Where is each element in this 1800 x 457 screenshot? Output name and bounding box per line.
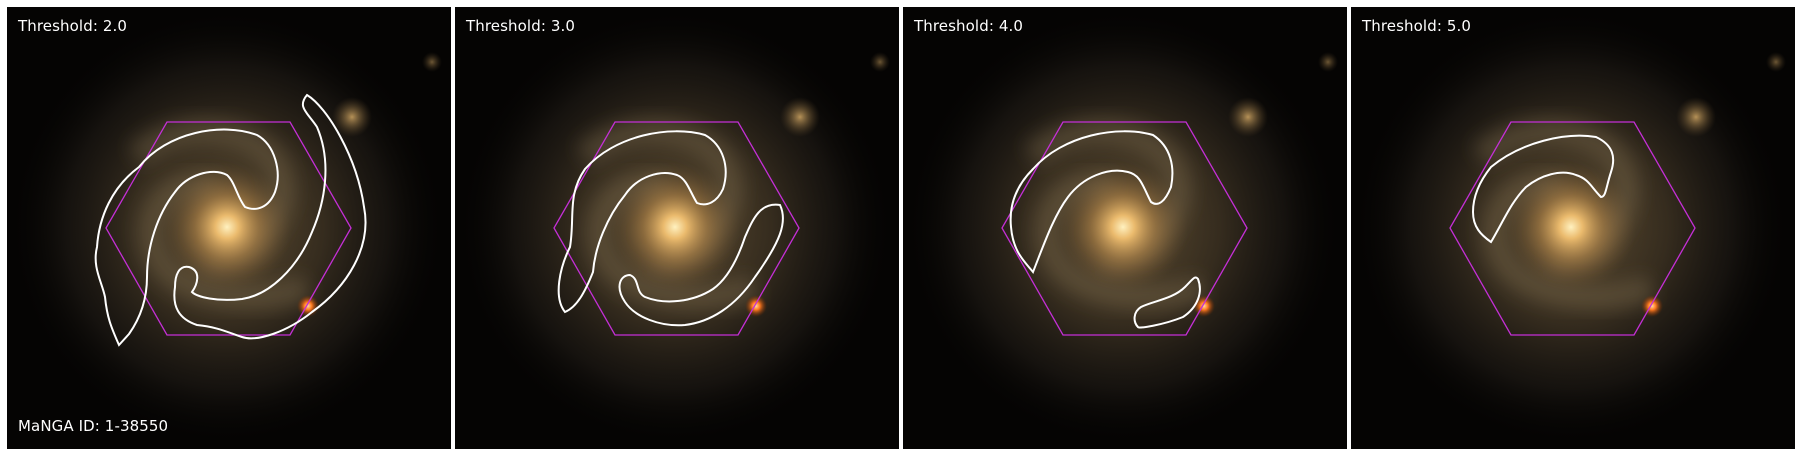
threshold-label: Threshold: 4.0	[914, 17, 1023, 35]
threshold-label: Threshold: 2.0	[18, 17, 127, 35]
galaxy-image	[7, 7, 451, 449]
spiral-arm-contour	[173, 93, 367, 340]
spiral-arm-contour	[618, 203, 784, 327]
ifu-hexagon	[1001, 121, 1248, 336]
galaxy-panel-threshold-5: Threshold: 5.0	[1351, 7, 1795, 449]
threshold-label: Threshold: 5.0	[1362, 17, 1471, 35]
galaxy-image	[455, 7, 899, 449]
ifu-hexagon	[1449, 121, 1696, 336]
spiral-arm-contour	[94, 128, 279, 347]
galaxy-image	[1351, 7, 1795, 449]
galaxy-panel-threshold-3: Threshold: 3.0	[455, 7, 899, 449]
ifu-hexagon	[105, 121, 352, 336]
spiral-arm-contour	[1471, 134, 1615, 244]
spiral-arm-contour	[1133, 276, 1201, 329]
ifu-hexagon	[553, 121, 800, 336]
galaxy-image	[903, 7, 1347, 449]
spiral-arm-contour	[1009, 130, 1174, 274]
galaxy-panel-threshold-2: Threshold: 2.0 MaNGA ID: 1-38550	[7, 7, 451, 449]
manga-id-label: MaNGA ID: 1-38550	[18, 417, 169, 435]
galaxy-panel-threshold-4: Threshold: 4.0	[903, 7, 1347, 449]
threshold-label: Threshold: 3.0	[466, 17, 575, 35]
spiral-arm-contour	[557, 130, 727, 314]
